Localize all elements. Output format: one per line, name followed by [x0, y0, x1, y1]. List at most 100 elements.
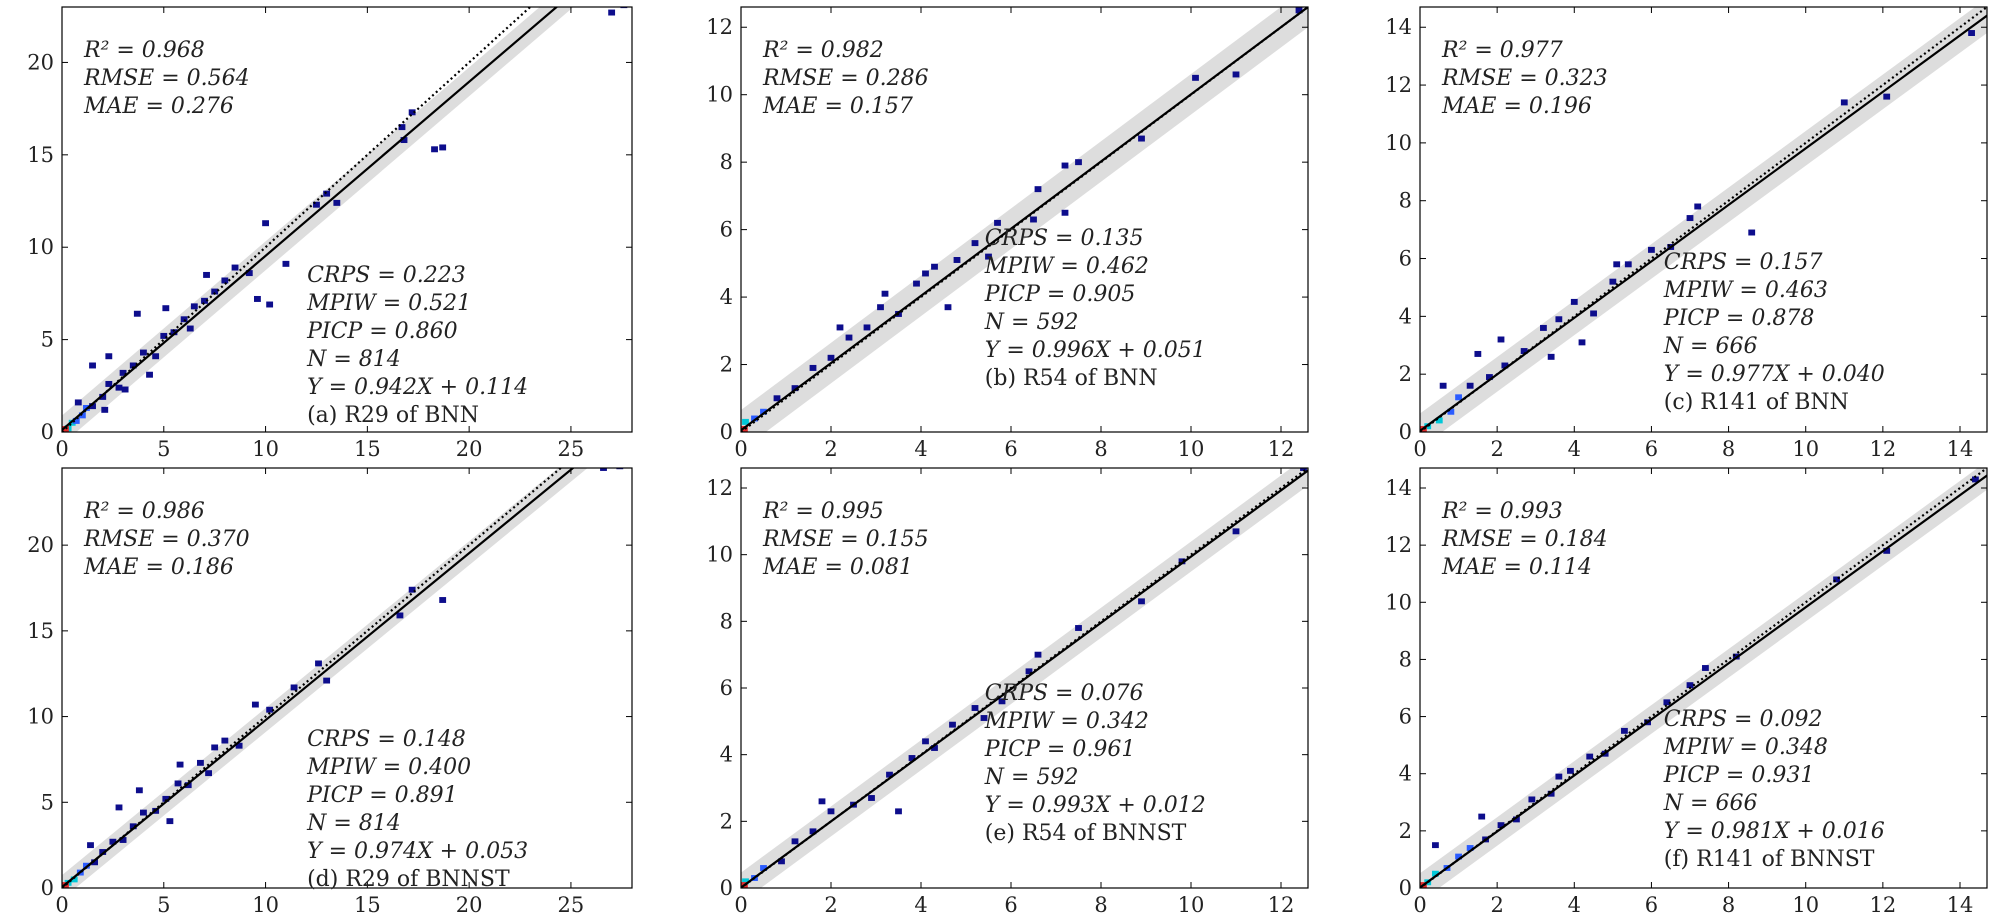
density-cell — [203, 271, 210, 278]
density-cell — [323, 677, 331, 684]
density-cell — [129, 362, 137, 369]
density-cell — [1439, 382, 1447, 389]
stat-top-3: MAE = 0.081 — [762, 555, 913, 580]
density-cell — [1474, 350, 1482, 357]
stat-bottom-4: N = 814 — [306, 347, 401, 372]
stat-bottom-5: Y = 0.981X + 0.016 — [1664, 819, 1885, 844]
density-cell — [1547, 790, 1555, 797]
density-cell — [1432, 842, 1439, 849]
density-cell — [1232, 71, 1240, 78]
stat-top-2: RMSE = 0.370 — [83, 527, 250, 552]
x-tick-label: 4 — [914, 893, 927, 916]
fit-line — [741, 469, 1308, 888]
density-cell — [1061, 209, 1069, 216]
x-tick-label: 6 — [1004, 437, 1017, 461]
panel-3: 0 2 4 6 8 10 12 14 0 2 4 6 8 10 12 14 R² = 0.977 RMSE = 0… — [1385, 6, 1988, 461]
y-tick-label: 6 — [720, 676, 733, 700]
density-cell — [431, 146, 438, 153]
y-tick-label: 6 — [1399, 247, 1412, 271]
y-tick-label: 8 — [1399, 189, 1412, 213]
density-cell — [115, 804, 123, 811]
stat-bottom-5: Y = 0.942X + 0.114 — [307, 375, 528, 400]
x-tick-label: 0 — [1413, 437, 1426, 461]
x-tick-label: 25 — [558, 893, 585, 916]
stat-bottom-1: CRPS = 0.148 — [307, 727, 466, 752]
y-tick-label: 4 — [1399, 304, 1412, 328]
density-cell — [140, 809, 147, 816]
panel-4: 0 5 10 15 20 25 0 5 10 15 20 R² = 0.986 RMSE = 0.370… — [27, 467, 633, 916]
y-tick-label: 0 — [720, 420, 733, 444]
panel-caption: (a) R29 of BNN — [307, 403, 479, 428]
density-cell — [1570, 298, 1578, 305]
stat-bottom-2: MPIW = 0.348 — [1663, 735, 1828, 760]
density-cell — [186, 325, 194, 332]
density-cell — [1972, 476, 1979, 483]
y-tick-label: 8 — [1399, 647, 1412, 671]
x-tick-label: 6 — [1004, 893, 1017, 916]
stat-bottom-4: N = 666 — [1663, 334, 1758, 359]
density-cell — [1192, 74, 1199, 81]
stat-bottom-2: MPIW = 0.521 — [306, 291, 471, 316]
panel-5: 0 2 4 6 8 10 12 0 2 4 6 8 10 12 R² = 0.995 RMSE = 0.155… — [706, 467, 1309, 916]
density-cell — [1578, 339, 1586, 346]
x-tick-label: 0 — [55, 437, 68, 461]
panel-6: 0 2 4 6 8 10 12 14 0 2 4 6 8 10 12 14 R² = 0.993 RMSE = 0… — [1385, 467, 1988, 916]
density-cell — [166, 818, 174, 825]
stat-top-3: MAE = 0.114 — [1441, 555, 1592, 580]
density-cell — [197, 759, 204, 766]
density-cell — [1025, 668, 1033, 675]
density-cell — [1061, 162, 1069, 169]
density-cell — [1478, 813, 1486, 820]
stat-bottom-4: N = 666 — [1663, 791, 1758, 816]
density-cell — [68, 419, 76, 426]
stat-bottom-4: N = 814 — [306, 811, 401, 836]
stat-bottom-1: CRPS = 0.157 — [1664, 250, 1823, 275]
density-cell — [105, 353, 113, 360]
density-cell — [99, 393, 107, 400]
density-cell — [1300, 468, 1307, 471]
density-cell — [1497, 336, 1505, 343]
x-tick-label: 12 — [1268, 893, 1295, 916]
axes-frame — [1419, 467, 1988, 889]
stat-bottom-2: MPIW = 0.400 — [306, 755, 471, 780]
x-tick-label: 4 — [914, 437, 927, 461]
density-cell — [333, 199, 341, 206]
density-cell — [742, 878, 749, 885]
density-cell — [1547, 353, 1555, 360]
y-tick-label: 2 — [720, 353, 733, 377]
density-cell — [1075, 159, 1082, 166]
density-cell — [1540, 324, 1547, 331]
density-cell — [760, 865, 767, 871]
density-cell — [1501, 362, 1509, 369]
y-tick-label: 20 — [27, 533, 54, 557]
fit-line — [1420, 14, 1987, 432]
stat-bottom-2: MPIW = 0.463 — [1663, 278, 1828, 303]
identity-line — [1420, 7, 1987, 432]
density-cell — [971, 240, 979, 247]
plot-area — [1420, 468, 1987, 888]
density-cell — [408, 586, 416, 593]
fit-line — [1420, 474, 1987, 888]
density-cell — [827, 354, 835, 361]
y-tick-label: 12 — [706, 476, 733, 500]
density-cell — [809, 364, 817, 371]
density-cell — [1447, 408, 1455, 415]
plot-area — [741, 7, 1308, 432]
density-cell — [162, 305, 170, 312]
stat-bottom-5: Y = 0.974X + 0.053 — [307, 839, 528, 864]
x-tick-label: 0 — [55, 893, 68, 916]
density-cell — [1030, 216, 1037, 223]
stat-top-1: R² = 0.982 — [762, 38, 884, 63]
density-cell — [608, 9, 616, 16]
panel-caption: (c) R141 of BNN — [1664, 390, 1849, 415]
density-cell — [78, 412, 86, 419]
density-cell — [845, 334, 853, 341]
x-tick-label: 2 — [1490, 893, 1503, 916]
y-tick-label: 6 — [720, 218, 733, 242]
density-cell — [1034, 651, 1042, 658]
x-tick-label: 10 — [1792, 893, 1819, 916]
density-cell — [1555, 773, 1563, 780]
axes-frame — [1419, 6, 1988, 433]
density-cell — [1232, 528, 1240, 535]
